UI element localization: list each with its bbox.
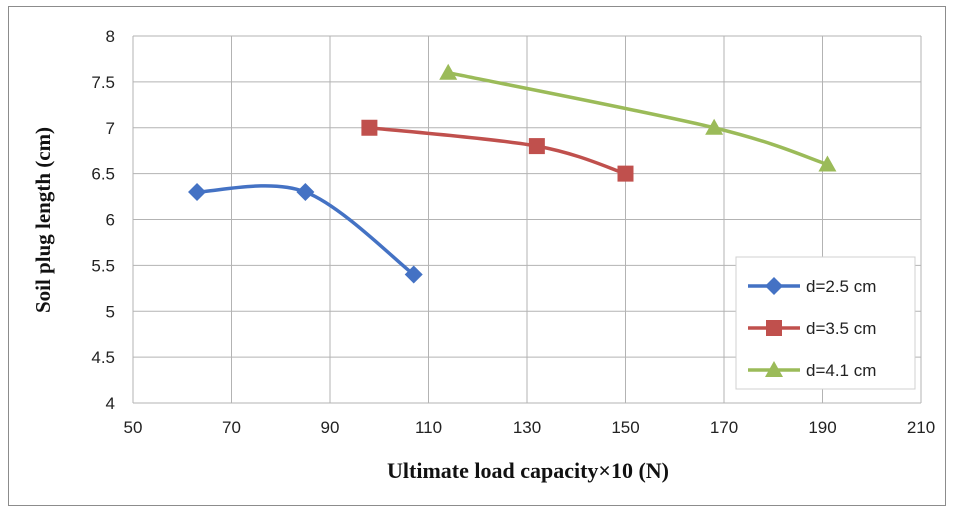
y-tick-label: 8 (106, 27, 115, 46)
x-tick-label: 90 (321, 418, 340, 437)
diamond-marker (188, 182, 207, 201)
chart-frame (8, 6, 946, 506)
legend-square-marker (766, 320, 782, 336)
y-tick-label: 5.5 (91, 256, 115, 275)
series-1 (188, 182, 423, 284)
y-tick-label: 6.5 (91, 165, 115, 184)
legend-box (735, 256, 916, 390)
y-tick-labels: 4 4.5 5 5.5 6 6.5 7 7.5 8 (91, 27, 115, 413)
legend-triangle-marker (765, 361, 783, 377)
series-2 (361, 119, 634, 182)
legend-label: d=2.5 cm (806, 277, 876, 296)
x-tick-label: 50 (124, 418, 143, 437)
diamond-marker (296, 182, 315, 201)
series-layer (188, 63, 837, 284)
triangle-marker (818, 155, 837, 172)
triangle-marker (439, 63, 458, 80)
y-tick-label: 6 (106, 211, 115, 230)
grid (132, 35, 922, 404)
legend-item: d=4.1 cm (748, 361, 876, 380)
square-marker (617, 165, 634, 182)
legend-diamond-marker (765, 277, 783, 295)
x-axis-title: Ultimate load capacity×10 (N) (387, 458, 669, 483)
y-tick-label: 4 (106, 394, 115, 413)
y-tick-label: 5 (106, 302, 115, 321)
diamond-marker (404, 265, 423, 284)
triangle-marker (705, 118, 724, 135)
y-tick-label: 4.5 (91, 348, 115, 367)
legend-item: d=2.5 cm (748, 277, 876, 296)
x-tick-label: 130 (513, 418, 541, 437)
x-tick-labels: 50 70 90 110 130 150 170 190 210 (124, 418, 936, 437)
x-tick-label: 190 (808, 418, 836, 437)
y-tick-label: 7.5 (91, 73, 115, 92)
legend-label: d=4.1 cm (806, 361, 876, 380)
x-tick-label: 150 (611, 418, 639, 437)
series-line (369, 126, 627, 176)
square-marker (528, 138, 545, 155)
series-3 (439, 63, 837, 172)
x-tick-label: 170 (710, 418, 738, 437)
legend-label: d=3.5 cm (806, 319, 876, 338)
series-line (447, 70, 828, 167)
legend: d=2.5 cm d=3.5 cm d=4.1 cm (735, 256, 916, 390)
x-tick-label: 70 (222, 418, 241, 437)
y-axis-title: Soil plug length (cm) (31, 127, 55, 313)
y-tick-label: 7 (106, 119, 115, 138)
square-marker (361, 119, 378, 136)
legend-item: d=3.5 cm (748, 319, 876, 338)
x-tick-label: 210 (907, 418, 935, 437)
x-tick-label: 110 (415, 418, 442, 437)
